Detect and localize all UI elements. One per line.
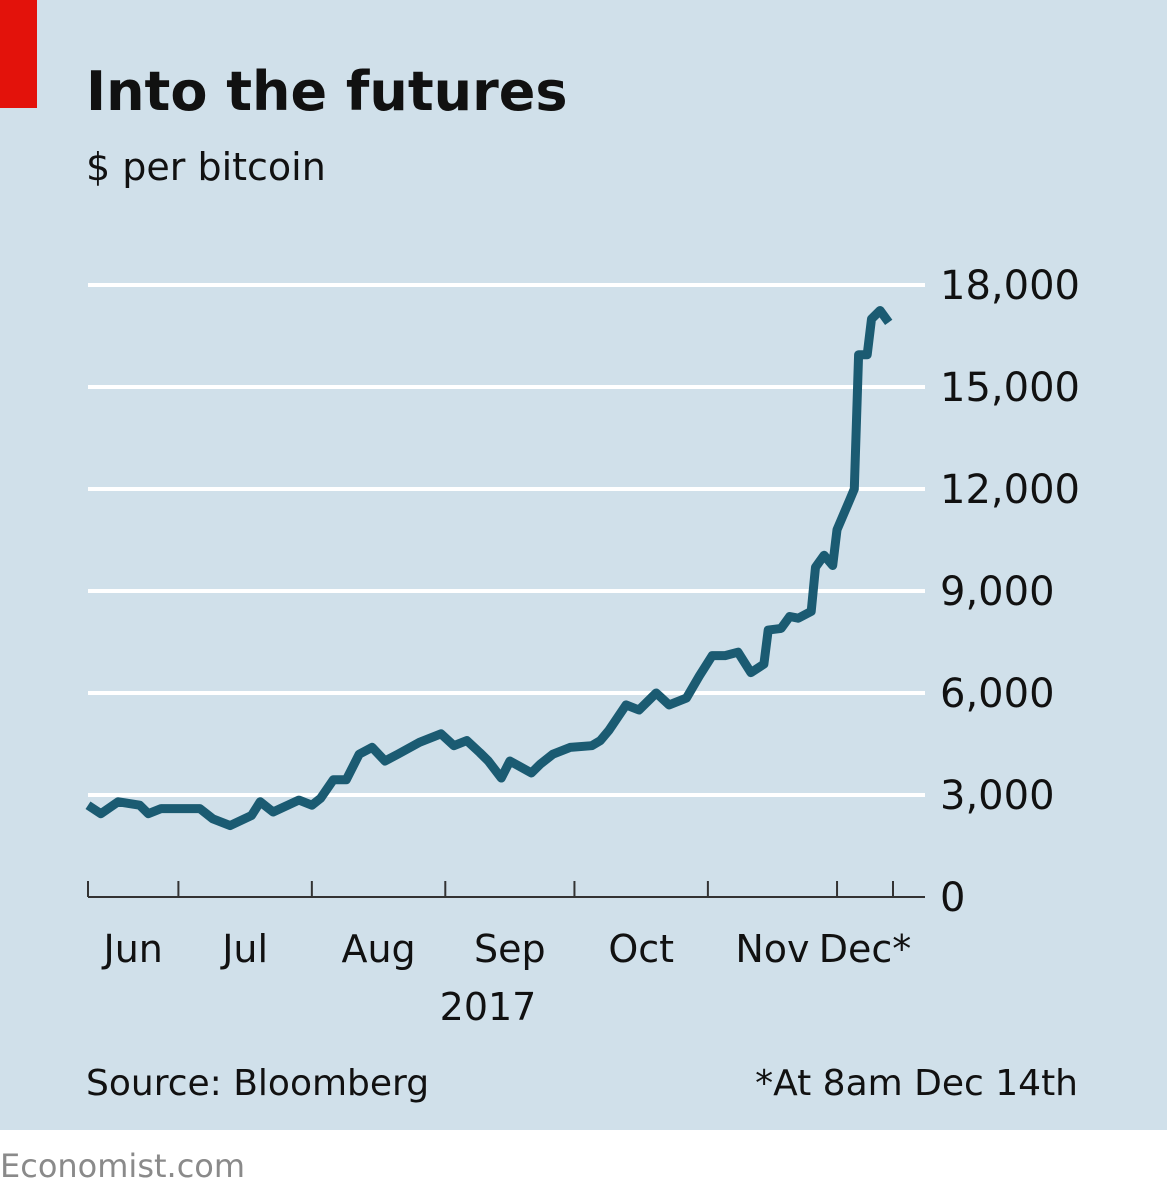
x-tick-label: Jun [102,927,163,971]
y-tick-label: 12,000 [940,467,1080,513]
x-tick-label: Dec* [819,927,912,971]
price-line [85,306,893,831]
chart-title: Into the futures [86,60,568,123]
chart-subtitle: $ per bitcoin [86,145,326,189]
y-tick-label: 9,000 [940,569,1055,615]
x-tick-label: Sep [474,927,546,971]
source: Source: Bloomberg [86,1063,429,1104]
y-tick-label: 18,000 [940,263,1080,309]
x-tick-label: Jul [220,927,268,971]
y-tick-label: 6,000 [940,671,1055,717]
x-tick-label: Oct [608,927,674,971]
brand: Economist.com [0,1147,245,1185]
y-tick-label: 3,000 [940,773,1055,819]
x-tick-label: Aug [341,927,415,971]
y-tick-label: 15,000 [940,365,1080,411]
red-tag [0,0,37,108]
year-label: 2017 [440,985,537,1029]
note: *At 8am Dec 14th [755,1063,1078,1104]
y-tick-label: 0 [940,875,965,921]
background [0,0,1167,1130]
x-tick-label: Nov [735,927,809,971]
